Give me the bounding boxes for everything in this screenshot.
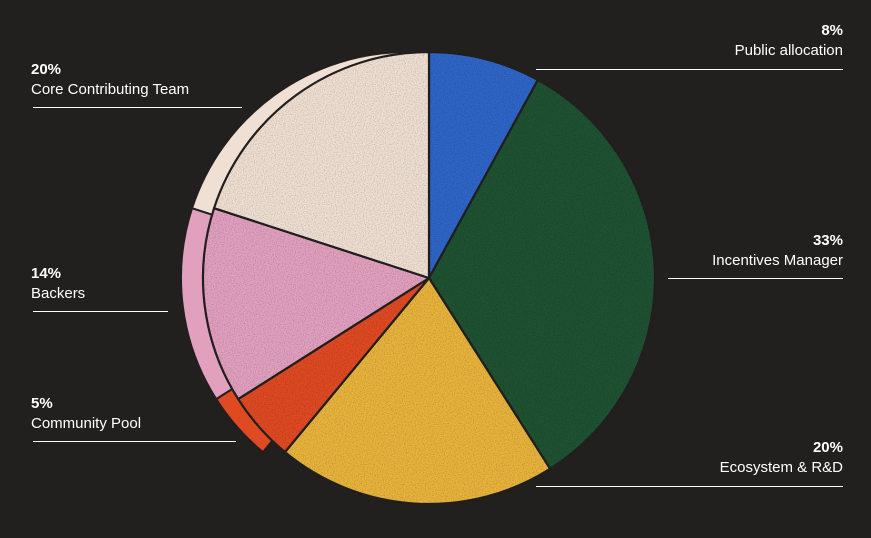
slice-grain-incentives-manager bbox=[429, 79, 655, 469]
leader-line-backers bbox=[33, 311, 168, 312]
leader-line-core-contributing-team bbox=[33, 107, 242, 108]
label-core-contributing-team: 20% Core Contributing Team bbox=[31, 60, 189, 100]
leader-line-community-pool bbox=[33, 441, 236, 442]
leader-line-incentives-manager bbox=[668, 278, 843, 279]
leader-line-public-allocation bbox=[536, 69, 843, 70]
slice-value-label: 33% bbox=[812, 232, 843, 249]
label-public-allocation: 8% Public allocation bbox=[735, 21, 843, 61]
texture-layer bbox=[203, 52, 655, 505]
slice-name-label: Ecosystem & R&D bbox=[719, 459, 843, 476]
slice-name-label: Incentives Manager bbox=[712, 252, 843, 269]
label-community-pool: 5% Community Pool bbox=[31, 394, 141, 434]
label-incentives-manager: 33% Incentives Manager bbox=[712, 231, 843, 271]
slice-grain-public-allocation bbox=[429, 52, 538, 278]
slice-name-label: Backers bbox=[31, 285, 86, 302]
slice-name-label: Core Contributing Team bbox=[31, 81, 190, 98]
slice-grain-backers bbox=[203, 208, 429, 400]
slice-value-label: 20% bbox=[31, 61, 62, 78]
slice-grain-community-pool bbox=[238, 278, 429, 453]
slice-grain-core-contributing-team bbox=[214, 52, 429, 278]
label-backers: 14% Backers bbox=[31, 264, 85, 304]
label-ecosystem-rd: 20% Ecosystem & R&D bbox=[720, 438, 843, 478]
slice-value-label: 20% bbox=[812, 439, 843, 456]
slice-value-label: 14% bbox=[31, 265, 62, 282]
slice-value-label: 5% bbox=[31, 395, 53, 412]
slice-grain-ecosystem-r-d bbox=[284, 278, 551, 505]
leader-line-ecosystem-rd bbox=[536, 486, 843, 487]
slice-name-label: Community Pool bbox=[31, 415, 142, 432]
slice-value-label: 8% bbox=[821, 22, 843, 39]
slice-name-label: Public allocation bbox=[734, 42, 843, 59]
